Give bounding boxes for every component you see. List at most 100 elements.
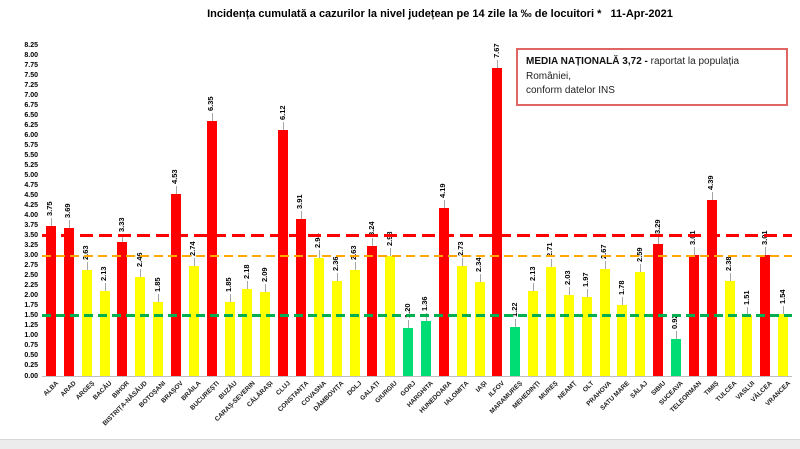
bar [81,270,92,376]
bar-value-label: 3.75 [45,200,55,216]
y-axis-label: 2.25 [24,282,38,290]
bar-value-label: 2.38 [724,255,733,271]
value-leader-line [68,219,70,228]
bar-value-label: 1.54 [777,289,787,305]
bar [420,321,431,376]
bar-value-label: 7.67 [491,43,501,59]
bar-value-label: 2.09 [259,267,269,283]
legend-average-value: MEDIA NAȚIONALĂ 3,72 - [526,56,651,67]
bar [331,281,342,376]
y-axis-label: 7.25 [24,81,38,89]
bar-value-label: 2.63 [349,245,358,261]
bar [153,301,164,376]
bar [492,68,503,376]
bar [403,327,414,376]
y-axis-label: 0.25 [24,362,38,370]
y-axis-label: 0.00 [24,372,38,380]
bar-value-label: 2.13 [527,265,537,281]
value-leader-line [122,234,124,243]
legend-note-line2: conform datelor INS [526,85,615,96]
bar [99,290,110,376]
y-axis-label: 4.25 [24,201,38,209]
bar [349,270,360,376]
bar-value-label: 2.18 [241,263,251,279]
value-leader-line [711,191,713,200]
y-axis-label: 8.00 [24,51,38,59]
bar-value-label: 4.53 [170,169,180,185]
y-axis-label: 3.25 [24,242,38,250]
bar [367,246,378,376]
value-leader-line [443,199,445,208]
bar [438,207,449,376]
x-axis-label: ALBA [42,380,60,398]
value-leader-line [515,319,517,328]
bar-value-label: 3.29 [652,219,662,235]
legend-note-line1: raportat la populația României, [526,56,740,82]
bar [545,267,556,376]
bar-value-label: 3.01 [759,230,769,246]
bar [224,301,235,376]
value-leader-line [693,247,695,256]
bar [45,225,56,376]
value-leader-line [86,262,88,271]
y-axis-label: 6.75 [24,101,38,109]
chart-title: Incidența cumulată a cazurilor la nivel … [207,8,673,20]
bar-value-label: 2.34 [474,257,483,273]
bar-value-label: 6.12 [277,105,287,121]
y-axis-label: 2.00 [24,292,38,300]
y-axis-label: 2.75 [24,262,38,270]
threshold-line-red [42,234,792,238]
bar [653,244,664,376]
value-leader-line [372,238,374,246]
value-leader-line [300,211,302,220]
value-leader-line [640,264,642,273]
bar [117,242,128,376]
value-leader-line [425,313,427,322]
bar [706,199,717,376]
bar-value-label: 4.19 [438,183,448,198]
bar [563,294,574,376]
y-axis-label: 1.00 [24,332,38,340]
threshold-line-orange [42,254,792,257]
y-axis-label: 6.00 [24,131,38,139]
y-axis-label: 1.50 [24,312,38,320]
bar [260,292,271,376]
value-leader-line [390,248,392,257]
bar [188,266,199,376]
value-leader-line [497,60,499,69]
x-axis-label: IAȘI [474,380,489,394]
value-leader-line [140,269,142,278]
bar-value-label: 3.33 [116,217,126,233]
value-leader-line [479,274,481,283]
x-axis-label: MUREȘ [538,380,560,402]
value-leader-line [747,307,749,316]
value-leader-line [604,260,606,269]
y-axis-label: 1.25 [24,322,38,330]
bar [528,290,539,376]
y-axis-label: 3.75 [24,222,38,230]
y-axis-label: 0.75 [24,342,38,350]
value-leader-line [408,319,410,328]
y-axis-label: 4.00 [24,212,38,219]
y-axis-label: 5.75 [24,141,38,149]
bar [170,194,181,376]
bar [724,280,735,376]
national-average-legend: MEDIA NAȚIONALĂ 3,72 - raportat la popul… [516,48,788,106]
value-leader-line [229,293,231,302]
x-axis-line [42,376,792,377]
y-axis-label: 3.00 [24,252,38,260]
y-axis-label: 4.75 [24,181,38,189]
bar [635,272,646,376]
value-leader-line [211,113,213,122]
value-leader-line [658,236,660,244]
bar [510,327,521,376]
bar [63,227,74,376]
bar-value-label: 1.97 [581,272,591,287]
value-leader-line [354,262,356,271]
bar [474,282,485,376]
value-leader-line [586,288,588,297]
value-leader-line [675,331,677,340]
bar-value-label: 3.01 [688,230,698,246]
bar [670,339,681,376]
